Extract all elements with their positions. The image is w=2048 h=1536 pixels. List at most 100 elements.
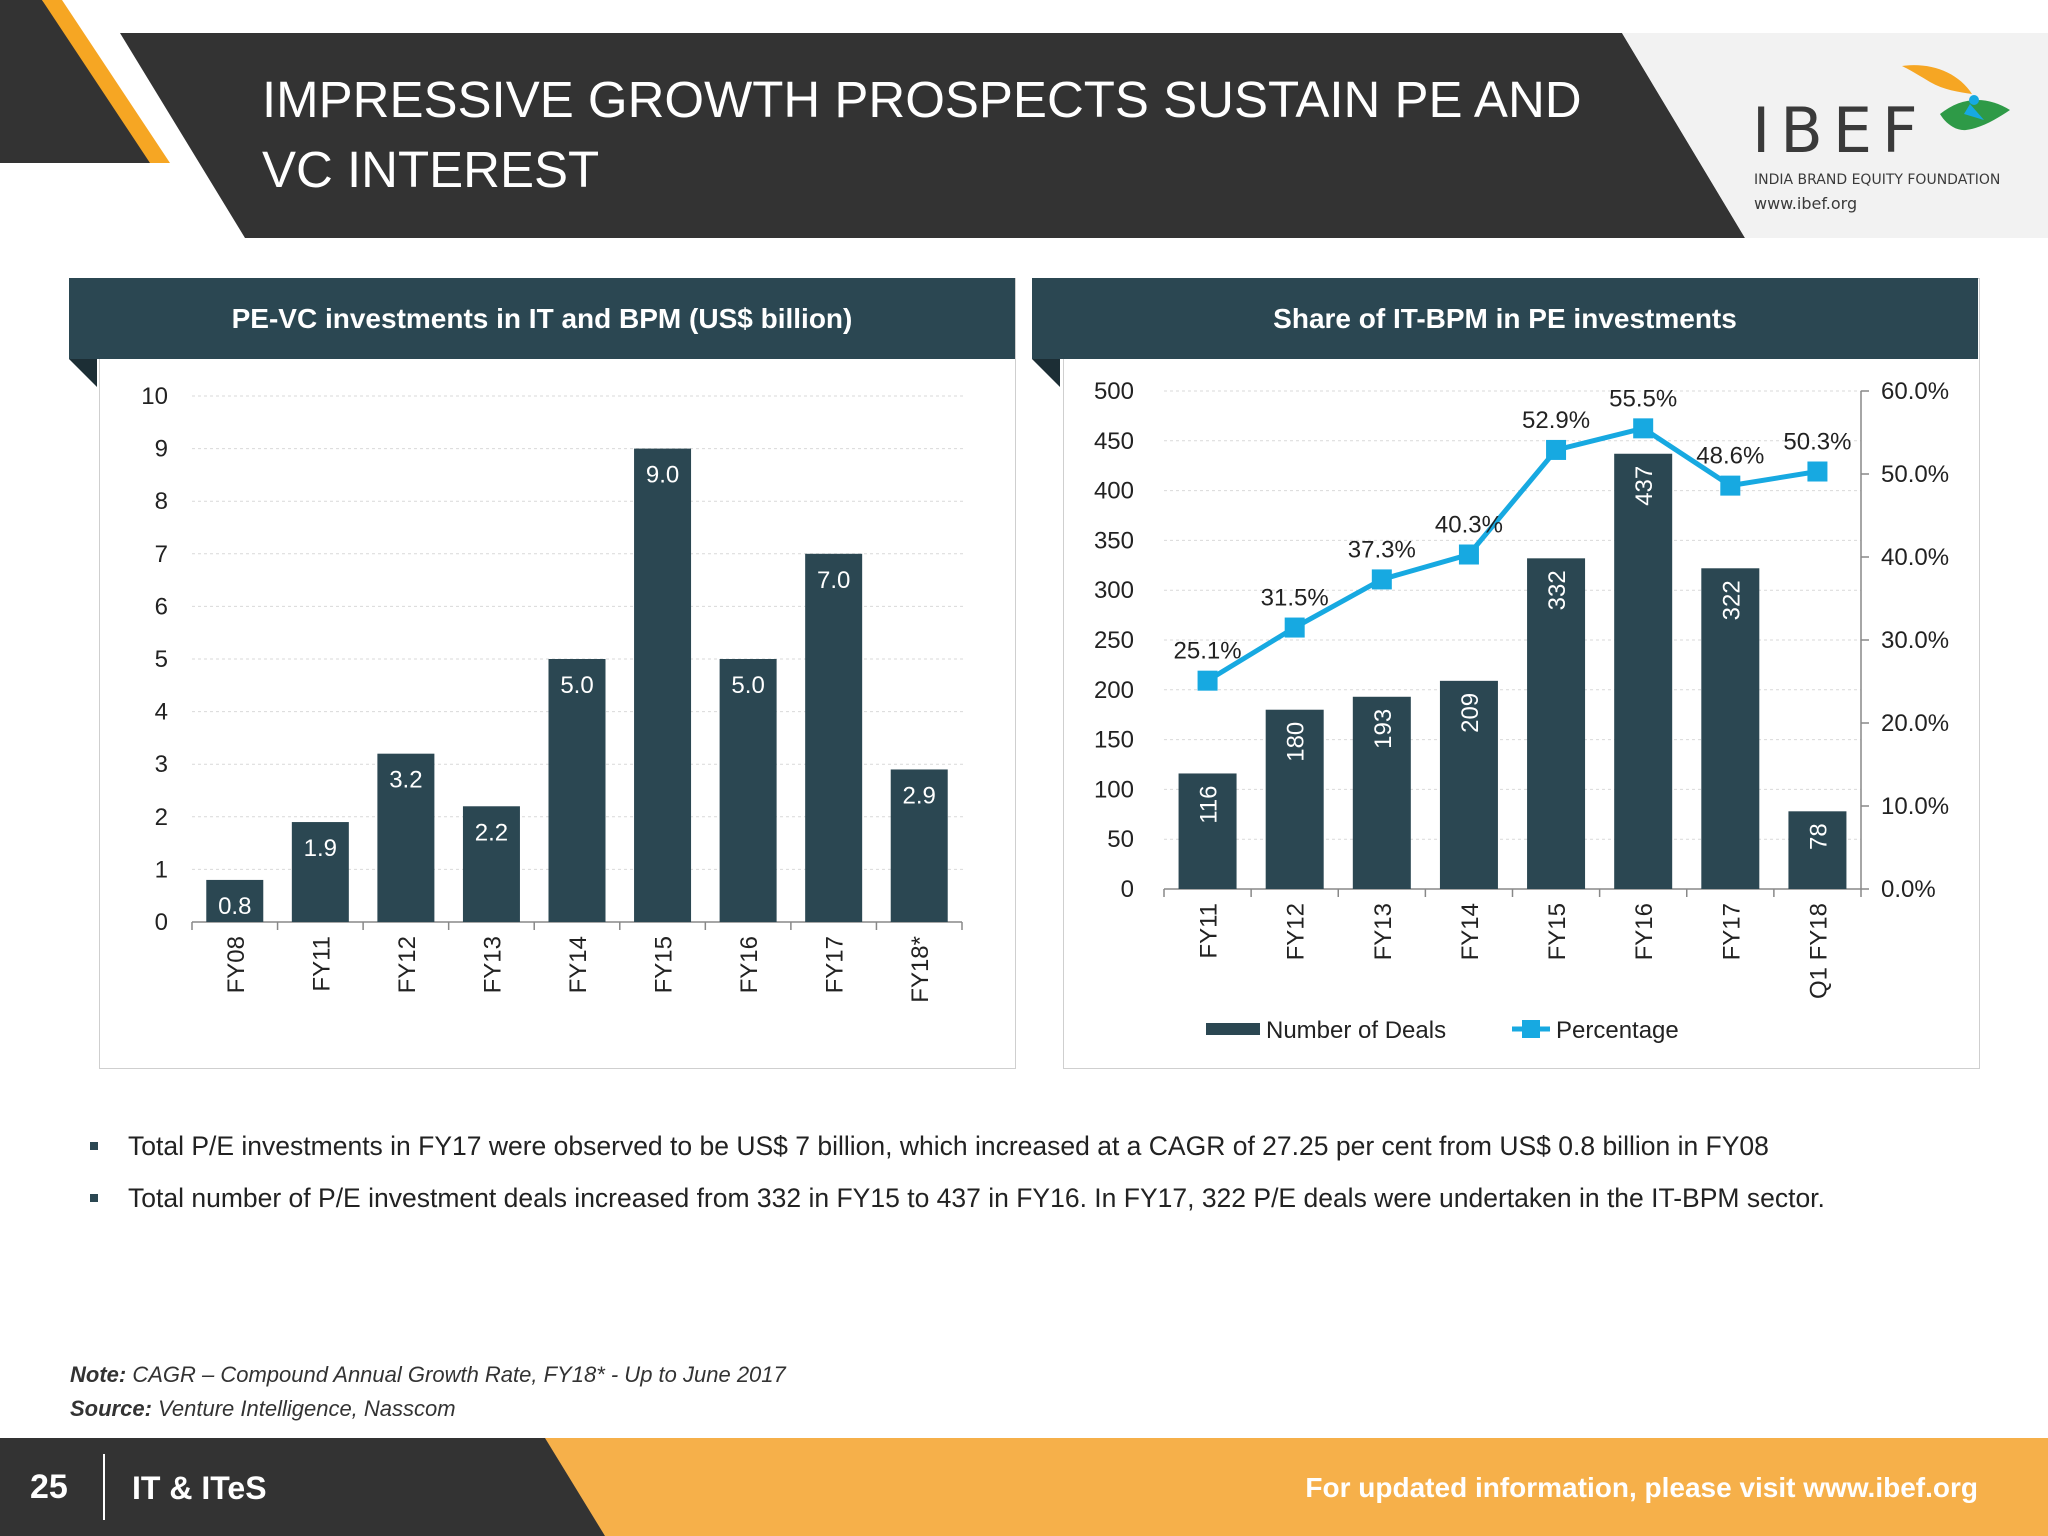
legend-bar-swatch (1206, 1023, 1260, 1035)
source-text: Venture Intelligence, Nasscom (151, 1396, 456, 1421)
y-right-tick-label: 20.0% (1881, 710, 1949, 737)
y-left-tick-label: 500 (1094, 378, 1134, 405)
percentage-label: 52.9% (1522, 407, 1590, 434)
bar (462, 806, 520, 922)
y-left-tick-label: 100 (1094, 776, 1134, 803)
y-left-tick-label: 400 (1094, 478, 1134, 505)
page-title-line-2: VC INTEREST (262, 141, 600, 198)
bar (1178, 773, 1237, 889)
note-text: CAGR – Compound Annual Growth Rate, FY18… (126, 1362, 786, 1387)
percentage-label: 55.5% (1609, 385, 1677, 412)
y-right-tick-label: 30.0% (1881, 627, 1949, 654)
bar-value-label: 2.9 (903, 782, 936, 809)
y-left-tick-label: 300 (1094, 577, 1134, 604)
bar-value-label: 5.0 (560, 672, 593, 699)
bar-value-label: 0.8 (218, 893, 251, 920)
bar (1527, 558, 1586, 889)
y-left-tick-label: 350 (1094, 527, 1134, 554)
bullet-item: Total number of P/E investment deals inc… (90, 1172, 1825, 1224)
percentage-marker (1720, 475, 1741, 496)
y-right-tick-label: 40.0% (1881, 544, 1949, 571)
bullet-list: Total P/E investments in FY17 were obser… (90, 1120, 1825, 1224)
x-tick-label: FY18* (907, 936, 934, 1003)
logo-url[interactable]: www.ibef.org (1754, 194, 1858, 213)
logo-tagline: INDIA BRAND EQUITY FOUNDATION (1754, 172, 2001, 188)
x-tick-label: FY12 (394, 936, 421, 993)
bar (1439, 680, 1498, 889)
percentage-marker (1546, 439, 1567, 460)
bar (206, 879, 264, 922)
y-right-tick-label: 50.0% (1881, 461, 1949, 488)
y-tick-label: 0 (155, 909, 168, 936)
page-number: 25 (30, 1468, 68, 1506)
left-chart-title: PE-VC investments in IT and BPM (US$ bil… (69, 278, 1015, 359)
y-tick-label: 9 (155, 436, 168, 463)
page-title-line-1: IMPRESSIVE GROWTH PROSPECTS SUSTAIN PE A… (262, 71, 1582, 128)
y-tick-label: 2 (155, 804, 168, 831)
y-tick-label: 4 (155, 699, 168, 726)
x-tick-label: FY15 (651, 936, 678, 993)
bar-value-label: 116 (1196, 785, 1223, 823)
left-chart-plot: 0 1 2 3 4 5 6 7 8 9 10 0.8 FY08 1.9 FY11 3.2 FY12 2.2 FY13… (141, 383, 966, 1003)
bar (719, 659, 777, 922)
y-left-tick-label: 150 (1094, 727, 1134, 754)
percentage-marker (1197, 670, 1218, 691)
bar (377, 753, 435, 922)
bar-value-label: 180 (1283, 722, 1310, 762)
x-tick-label: FY13 (479, 936, 506, 993)
y-left-tick-label: 0 (1121, 876, 1134, 903)
x-tick-label: FY08 (223, 936, 250, 993)
y-left-tick-label: 50 (1107, 826, 1134, 853)
y-left-tick-label: 250 (1094, 627, 1134, 654)
bar (805, 553, 863, 922)
source-label: Source: (70, 1396, 152, 1421)
right-chart-fold (1032, 359, 1060, 387)
source-line: Source: Venture Intelligence, Nasscom (70, 1396, 456, 1422)
y-right-tick-label: 60.0% (1881, 378, 1949, 405)
ibef-logo[interactable]: IBEF INDIA BRAND EQUITY FOUNDATION www.i… (1752, 65, 2042, 224)
x-tick-label: FY11 (1196, 903, 1223, 959)
y-left-tick-label: 450 (1094, 428, 1134, 455)
bar (1352, 696, 1411, 889)
bar (1265, 709, 1324, 889)
x-tick-label: Q1 FY18 (1805, 903, 1832, 999)
bar-value-label: 332 (1544, 570, 1571, 610)
footer-bar (0, 1438, 2048, 1536)
bar-value-label: 78 (1805, 823, 1832, 850)
bar-value-label: 5.0 (731, 672, 764, 699)
y-left-tick-label: 200 (1094, 677, 1134, 704)
legend-marker-swatch (1522, 1020, 1540, 1038)
bar (548, 659, 606, 922)
percentage-marker (1371, 569, 1392, 590)
y-tick-label: 6 (155, 593, 168, 620)
footer-link[interactable]: For updated information, please visit ww… (1305, 1472, 1978, 1503)
x-tick-label: FY16 (1631, 903, 1658, 960)
y-tick-label: 10 (141, 383, 168, 410)
y-tick-label: 5 (155, 646, 168, 673)
x-tick-label: FY13 (1370, 903, 1397, 960)
percentage-label: 31.5% (1261, 585, 1329, 612)
percentage-line (1206, 425, 1818, 683)
bar-value-label: 1.9 (304, 835, 337, 862)
bullet-square-icon (90, 1194, 98, 1202)
right-chart-title: Share of IT-BPM in PE investments (1032, 278, 1978, 359)
bar-value-label: 9.0 (646, 462, 679, 489)
percentage-label: 48.6% (1696, 443, 1764, 470)
bar (1614, 453, 1673, 889)
x-tick-label: FY11 (308, 936, 335, 992)
percentage-label: 50.3% (1783, 429, 1851, 456)
bar (634, 448, 692, 922)
y-tick-label: 8 (155, 488, 168, 515)
bar-value-label: 193 (1370, 709, 1397, 749)
x-tick-label: FY14 (1457, 903, 1484, 960)
legend-label-percentage: Percentage (1556, 1017, 1679, 1044)
x-tick-label: FY17 (822, 936, 849, 993)
x-tick-label: FY16 (736, 936, 763, 993)
x-tick-label: FY14 (565, 936, 592, 993)
y-tick-label: 1 (155, 856, 168, 883)
bar-value-label: 7.0 (817, 567, 850, 594)
bar-value-label: 209 (1457, 693, 1484, 733)
y-right-tick-label: 0.0% (1881, 876, 1936, 903)
bullet-text: Total P/E investments in FY17 were obser… (128, 1131, 1769, 1161)
bullet-text: Total number of P/E investment deals inc… (128, 1183, 1825, 1213)
